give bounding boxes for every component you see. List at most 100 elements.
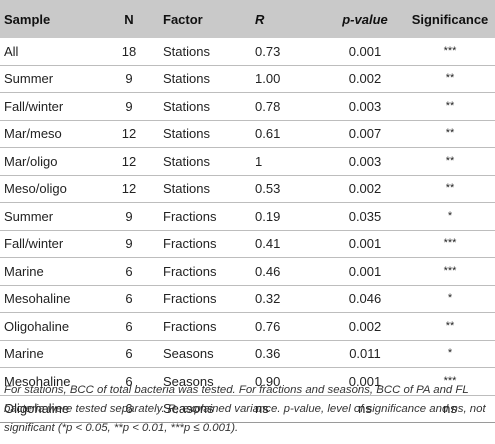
cell-r: 0.76 bbox=[243, 312, 325, 341]
cell-significance: *** bbox=[405, 257, 495, 286]
table-row: All 18 Stations 0.73 0.001 *** bbox=[0, 38, 495, 66]
significance-stars: ** bbox=[445, 72, 455, 85]
cell-factor: Seasons bbox=[159, 367, 243, 396]
cell-factor: Fractions bbox=[159, 257, 243, 286]
table-row: Mar/oligo 12 Stations 1 0.003 ** bbox=[0, 147, 495, 176]
table-row: Mesohaline 6 Fractions 0.32 0.046 * bbox=[0, 285, 495, 313]
cell-sample: Summer bbox=[0, 65, 99, 93]
cell-factor: Fractions bbox=[159, 285, 243, 313]
header-r: R bbox=[243, 0, 325, 38]
table-row: Fall/winter 9 Stations 0.78 0.003 ** bbox=[0, 92, 495, 121]
cell-significance: ** bbox=[405, 65, 495, 93]
cell-sample: Summer bbox=[0, 202, 99, 231]
cell-sample: All bbox=[0, 38, 99, 66]
cell-n: 12 bbox=[99, 120, 159, 148]
cell-p-value: 0.002 bbox=[325, 312, 405, 341]
significance-stars: *** bbox=[443, 374, 457, 387]
cell-significance: ns bbox=[405, 395, 495, 423]
cell-factor: Stations bbox=[159, 120, 243, 148]
table-row: Summer 9 Fractions 0.19 0.035 * bbox=[0, 202, 495, 231]
cell-significance: *** bbox=[405, 367, 495, 396]
cell-n: 6 bbox=[99, 312, 159, 341]
cell-sample: Mar/oligo bbox=[0, 147, 99, 176]
cell-factor: Seasons bbox=[159, 340, 243, 368]
cell-n: 6 bbox=[99, 367, 159, 396]
results-table: Sample N Factor R p-value Significance A… bbox=[0, 0, 495, 423]
cell-significance: ** bbox=[405, 147, 495, 176]
cell-p-value: 0.035 bbox=[325, 202, 405, 231]
cell-significance: ** bbox=[405, 312, 495, 341]
header-significance: Significance bbox=[405, 0, 495, 38]
cell-p-value: 0.001 bbox=[325, 230, 405, 258]
cell-p-value: 0.003 bbox=[325, 147, 405, 176]
cell-r: 0.61 bbox=[243, 120, 325, 148]
cell-sample: Oligohaline bbox=[0, 312, 99, 341]
cell-factor: Stations bbox=[159, 92, 243, 121]
cell-n: 9 bbox=[99, 92, 159, 121]
cell-n: 12 bbox=[99, 175, 159, 203]
cell-significance: * bbox=[405, 285, 495, 313]
cell-p-value: 0.011 bbox=[325, 340, 405, 368]
cell-p-value: 0.001 bbox=[325, 38, 405, 66]
cell-r: 0.90 bbox=[243, 367, 325, 396]
cell-factor: Stations bbox=[159, 38, 243, 66]
cell-significance: *** bbox=[405, 230, 495, 258]
cell-p-value: 0.001 bbox=[325, 367, 405, 396]
cell-n: 6 bbox=[99, 285, 159, 313]
cell-sample: Meso/oligo bbox=[0, 175, 99, 203]
cell-significance: ** bbox=[405, 92, 495, 121]
table-row: Marine 6 Fractions 0.46 0.001 *** bbox=[0, 257, 495, 286]
header-factor: Factor bbox=[159, 0, 243, 38]
cell-factor: Stations bbox=[159, 175, 243, 203]
table-row: Marine 6 Seasons 0.36 0.011 * bbox=[0, 340, 495, 368]
cell-sample: Mesohaline bbox=[0, 367, 99, 396]
cell-sample: Marine bbox=[0, 340, 99, 368]
header-p-value: p-value bbox=[325, 0, 405, 38]
cell-factor: Stations bbox=[159, 65, 243, 93]
cell-n: 18 bbox=[99, 38, 159, 66]
significance-stars: ** bbox=[445, 127, 455, 140]
table-body: All 18 Stations 0.73 0.001 *** Summer 9 Stations… bbox=[0, 38, 495, 423]
cell-sample: Mar/meso bbox=[0, 120, 99, 148]
cell-sample: Fall/winter bbox=[0, 92, 99, 121]
cell-factor: Fractions bbox=[159, 230, 243, 258]
cell-p-value: ns bbox=[325, 395, 405, 423]
cell-r: 0.19 bbox=[243, 202, 325, 231]
cell-p-value: 0.046 bbox=[325, 285, 405, 313]
significance-stars: ** bbox=[445, 154, 455, 167]
cell-r: 0.32 bbox=[243, 285, 325, 313]
table-header: Sample N Factor R p-value Significance bbox=[0, 0, 495, 38]
table-row: Summer 9 Stations 1.00 0.002 ** bbox=[0, 65, 495, 93]
cell-r: 0.46 bbox=[243, 257, 325, 286]
cell-r: 1 bbox=[243, 147, 325, 176]
cell-n: 9 bbox=[99, 230, 159, 258]
cell-sample: Fall/winter bbox=[0, 230, 99, 258]
cell-r: 0.41 bbox=[243, 230, 325, 258]
significance-stars: * bbox=[447, 292, 453, 305]
cell-p-value: 0.003 bbox=[325, 92, 405, 121]
cell-significance: ** bbox=[405, 120, 495, 148]
significance-stars: ** bbox=[445, 182, 455, 195]
table-row: Mesohaline 6 Seasons 0.90 0.001 *** bbox=[0, 367, 495, 396]
cell-factor: Seasons bbox=[159, 395, 243, 423]
cell-p-value: 0.007 bbox=[325, 120, 405, 148]
cell-r: 1.00 bbox=[243, 65, 325, 93]
cell-n: 6 bbox=[99, 340, 159, 368]
cell-factor: Fractions bbox=[159, 202, 243, 231]
cell-r: 0.78 bbox=[243, 92, 325, 121]
cell-n: 9 bbox=[99, 65, 159, 93]
header-n: N bbox=[99, 0, 159, 38]
cell-n: 6 bbox=[99, 395, 159, 423]
cell-sample: Oligohaline bbox=[0, 395, 99, 423]
cell-sample: Marine bbox=[0, 257, 99, 286]
table-row: Meso/oligo 12 Stations 0.53 0.002 ** bbox=[0, 175, 495, 203]
significance-stars: *** bbox=[443, 264, 457, 277]
cell-factor: Fractions bbox=[159, 312, 243, 341]
significance-stars: *** bbox=[443, 44, 457, 57]
header-row: Sample N Factor R p-value Significance bbox=[0, 0, 495, 38]
cell-significance: *** bbox=[405, 38, 495, 66]
cell-p-value: 0.001 bbox=[325, 257, 405, 286]
cell-n: 9 bbox=[99, 202, 159, 231]
cell-p-value: 0.002 bbox=[325, 65, 405, 93]
